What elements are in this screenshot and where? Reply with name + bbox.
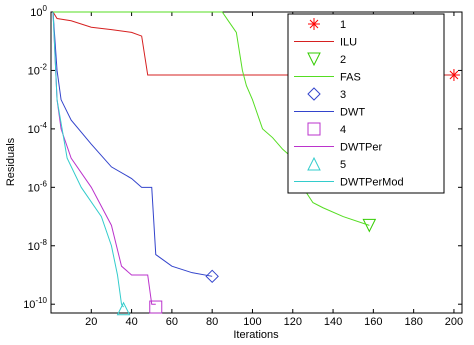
legend-label: DWTPerMod — [340, 177, 404, 189]
legend-swatch — [308, 18, 320, 30]
legend-label: FAS — [340, 72, 361, 84]
legend-label: 1 — [340, 19, 346, 31]
legend-label: ILU — [340, 37, 357, 49]
series-line — [52, 11, 454, 76]
marker — [116, 301, 131, 316]
y-tick-label: 10-10 — [23, 296, 47, 311]
legend-label: 2 — [340, 54, 346, 66]
y-axis-label: Residuals — [5, 137, 17, 186]
legend-label: DWTPer — [340, 142, 383, 154]
legend-swatch — [307, 87, 321, 101]
series-line — [52, 11, 156, 305]
legend-swatch — [307, 122, 321, 136]
x-tick-label: 80 — [206, 316, 218, 328]
y-tick-label: 10-2 — [28, 62, 48, 77]
marker — [149, 300, 163, 314]
x-tick-label: 160 — [364, 316, 382, 328]
x-tick-label: 40 — [125, 316, 137, 328]
x-tick-label: 200 — [445, 316, 463, 328]
legend-label: 5 — [340, 159, 346, 171]
x-axis-label: Iterations — [233, 329, 279, 341]
legend-box — [287, 13, 445, 194]
y-tick-label: 100 — [30, 4, 47, 19]
x-tick-label: 140 — [324, 316, 342, 328]
x-tick-label: 20 — [85, 316, 97, 328]
y-tick-label: 10-8 — [28, 238, 48, 253]
legend-label: 3 — [340, 89, 346, 101]
series-line — [52, 11, 124, 308]
series-line — [53, 11, 370, 226]
legend-swatch — [307, 52, 321, 67]
series-line — [52, 11, 213, 277]
legend-label: 4 — [340, 124, 346, 136]
marker — [205, 269, 219, 284]
y-tick-label: 10-6 — [28, 179, 48, 194]
legend-label: DWT — [340, 107, 365, 119]
legend-swatch — [307, 156, 321, 171]
x-tick-label: 100 — [243, 316, 261, 328]
x-tick-label: 60 — [166, 316, 178, 328]
marker — [362, 218, 377, 233]
x-tick-label: 120 — [284, 316, 302, 328]
x-tick-label: 180 — [404, 316, 422, 328]
y-tick-label: 10-4 — [28, 121, 48, 136]
